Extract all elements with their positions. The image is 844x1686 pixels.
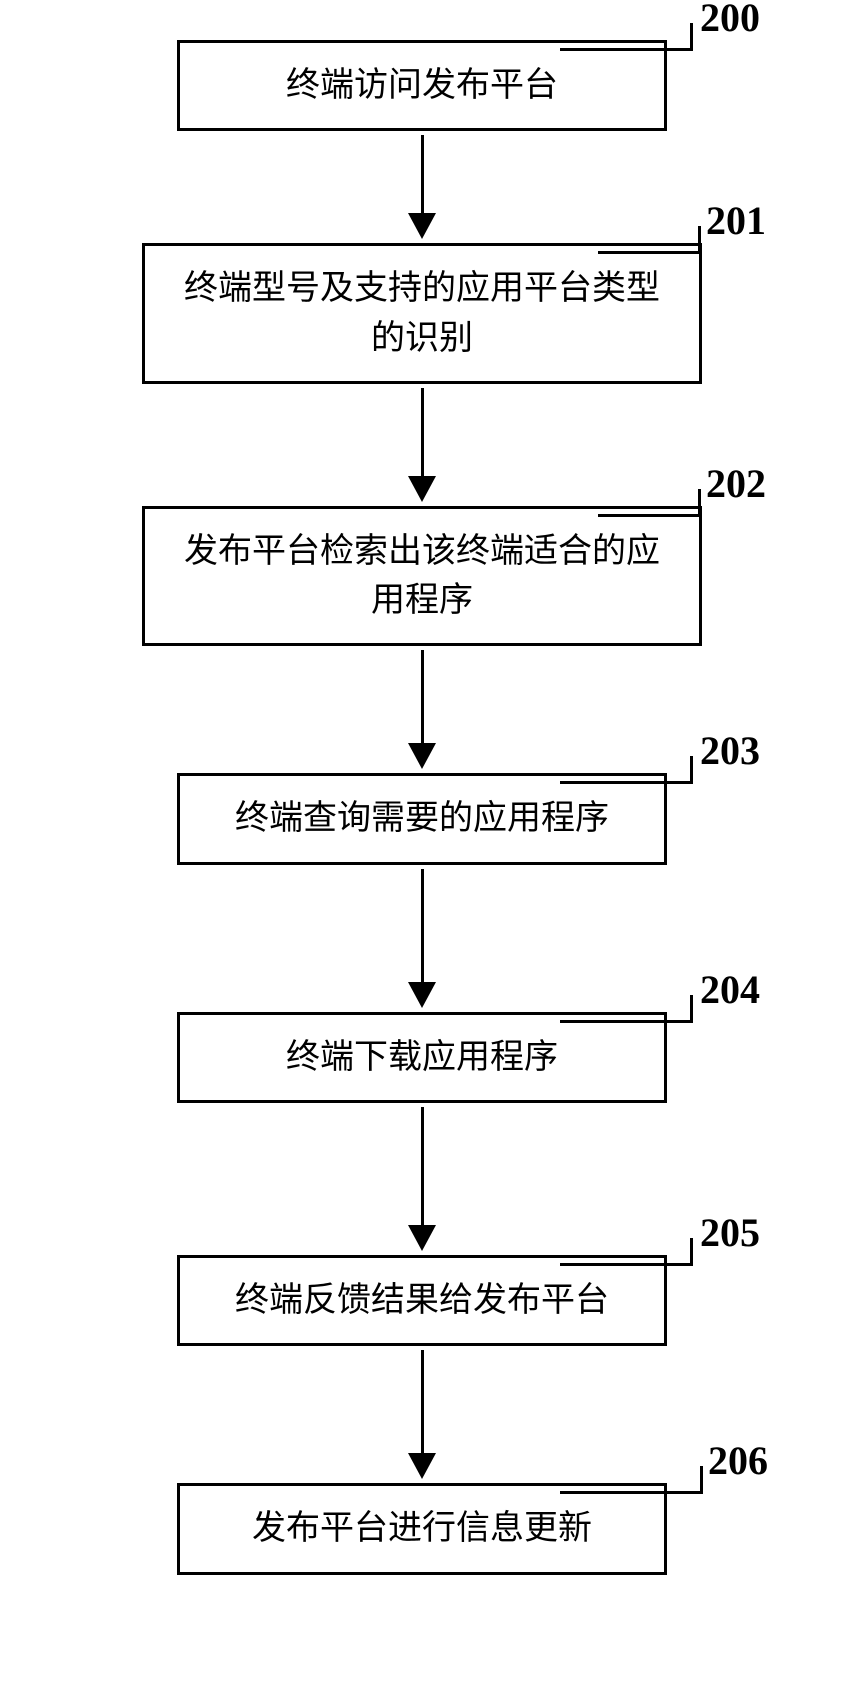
- arrow-head-icon: [408, 213, 436, 239]
- arrow-head-icon: [408, 1453, 436, 1479]
- flowchart-step-200: 终端访问发布平台200: [0, 40, 844, 131]
- step-number-label: 203: [700, 727, 760, 774]
- flowchart-step-206: 发布平台进行信息更新206: [0, 1483, 844, 1574]
- step-number-label: 205: [700, 1209, 760, 1256]
- flowchart-node: 终端下载应用程序: [177, 1012, 667, 1103]
- label-connector: [560, 1263, 690, 1266]
- arrow-line: [421, 650, 424, 745]
- flowchart-node: 终端反馈结果给发布平台: [177, 1255, 667, 1346]
- label-connector: [598, 514, 698, 517]
- arrow-line: [421, 388, 424, 478]
- flowchart-step-204: 终端下载应用程序204: [0, 1012, 844, 1103]
- flowchart-container: 终端访问发布平台200 终端型号及支持的应用平台类型的识别201 发布平台检索出该终…: [0, 40, 844, 1575]
- flowchart-arrow: [408, 388, 436, 502]
- arrow-head-icon: [408, 1225, 436, 1251]
- label-connector: [598, 251, 698, 254]
- step-number-label: 202: [706, 460, 766, 507]
- label-connector: [560, 781, 690, 784]
- flowchart-arrow: [408, 135, 436, 239]
- arrow-line: [421, 1107, 424, 1227]
- flowchart-step-202: 发布平台检索出该终端适合的应用程序202: [0, 506, 844, 647]
- arrow-line: [421, 1350, 424, 1455]
- arrow-head-icon: [408, 476, 436, 502]
- arrow-line: [421, 869, 424, 984]
- flowchart-node: 终端型号及支持的应用平台类型的识别: [142, 243, 702, 384]
- flowchart-step-201: 终端型号及支持的应用平台类型的识别201: [0, 243, 844, 384]
- label-connector: [560, 1491, 700, 1494]
- flowchart-arrow: [408, 1350, 436, 1479]
- flowchart-arrow: [408, 650, 436, 769]
- step-number-label: 206: [708, 1437, 768, 1484]
- flowchart-node: 发布平台检索出该终端适合的应用程序: [142, 506, 702, 647]
- step-number-label: 201: [706, 197, 766, 244]
- step-number-label: 200: [700, 0, 760, 41]
- arrow-line: [421, 135, 424, 215]
- label-connector: [560, 1020, 690, 1023]
- flowchart-step-203: 终端查询需要的应用程序203: [0, 773, 844, 864]
- flowchart-arrow: [408, 1107, 436, 1251]
- arrow-head-icon: [408, 982, 436, 1008]
- arrow-head-icon: [408, 743, 436, 769]
- flowchart-node: 终端访问发布平台: [177, 40, 667, 131]
- flowchart-arrow: [408, 869, 436, 1008]
- flowchart-step-205: 终端反馈结果给发布平台205: [0, 1255, 844, 1346]
- step-number-label: 204: [700, 966, 760, 1013]
- flowchart-node: 终端查询需要的应用程序: [177, 773, 667, 864]
- flowchart-node: 发布平台进行信息更新: [177, 1483, 667, 1574]
- label-connector: [560, 48, 690, 51]
